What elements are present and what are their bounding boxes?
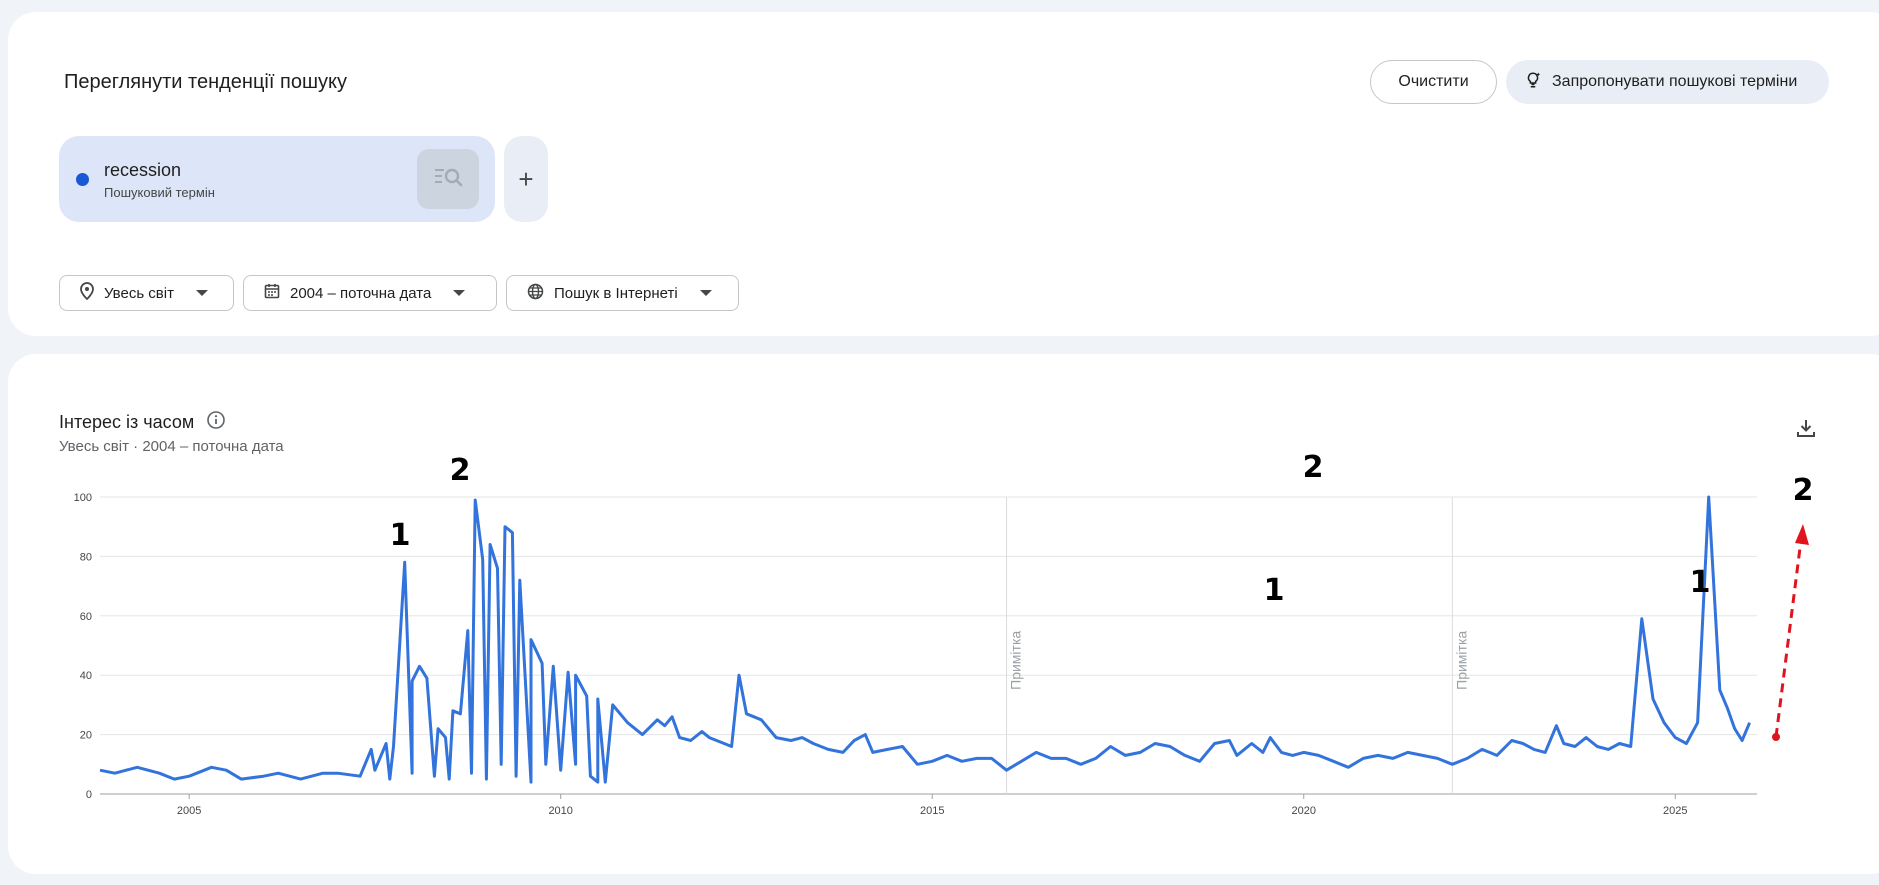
date-filter-label: 2004 – поточна дата: [290, 284, 432, 302]
page-title: Переглянути тенденції пошуку: [64, 71, 347, 93]
suggest-terms-button[interactable]: Запропонувати пошукові терміни: [1506, 60, 1829, 104]
term-name: recession: [104, 160, 182, 180]
x-tick-label: 2025: [1663, 805, 1687, 817]
note-label: Примітка: [1453, 631, 1469, 690]
annotation-label: 2: [1303, 450, 1324, 485]
y-tick-label: 80: [80, 551, 92, 563]
clear-button-label: Очистити: [1398, 73, 1469, 90]
globe-icon: [527, 283, 544, 304]
annotation-label: 1: [1690, 565, 1711, 600]
y-tick-label: 60: [80, 611, 92, 623]
series-line-recession: [99, 495, 1751, 784]
lightbulb-sparkle-icon: [1524, 71, 1542, 94]
region-filter-label: Увесь світ: [104, 284, 174, 302]
add-term-label: +: [518, 163, 534, 194]
calendar-icon: [264, 283, 280, 303]
annotation-arrow-line: [1774, 539, 1803, 738]
suggest-terms-label: Запропонувати пошукові терміни: [1552, 73, 1798, 90]
y-tick-label: 40: [80, 670, 92, 682]
location-pin-icon: [80, 282, 94, 304]
x-tick-label: 2010: [548, 805, 572, 817]
clear-button[interactable]: Очистити: [1370, 60, 1497, 104]
interest-over-time-chart: 0 20 40 60 80 100 2005 2010 2015 2020 2025 Примітка…: [74, 450, 1814, 817]
annotation-label: 1: [390, 518, 411, 553]
region-filter[interactable]: Увесь світ: [59, 275, 234, 311]
annotation-label: 1: [1264, 573, 1285, 608]
date-filter[interactable]: 2004 – поточна дата: [243, 275, 497, 311]
note-label: Примітка: [1008, 631, 1024, 690]
chevron-down-icon: [195, 290, 208, 296]
source-filter[interactable]: Пошук в Інтернеті: [506, 275, 739, 311]
term-color-dot: [76, 173, 89, 186]
annotation-arrow-head: [1795, 524, 1809, 545]
y-tick-label: 100: [74, 492, 92, 504]
annotation-label: 2: [450, 453, 471, 488]
x-tick-label: 2005: [177, 805, 201, 817]
chart-subtitle: Увесь світ · 2004 – поточна дата: [59, 438, 284, 455]
y-tick-label: 20: [80, 730, 92, 742]
x-tick-label: 2020: [1291, 805, 1315, 817]
annotation-arrow-dot: [1772, 733, 1780, 741]
y-tick-label: 0: [86, 789, 92, 801]
annotation-label: 2: [1793, 473, 1814, 508]
add-term-button[interactable]: +: [504, 136, 548, 222]
chevron-down-icon: [699, 290, 712, 296]
download-icon[interactable]: [1794, 416, 1818, 440]
chart-title-row: Інтерес із часом: [59, 410, 226, 435]
term-search-button[interactable]: [417, 149, 479, 209]
search-term-chip[interactable]: recession Пошуковий термін: [59, 136, 495, 222]
chart-card: [8, 354, 1879, 874]
source-filter-label: Пошук в Інтернеті: [554, 284, 678, 302]
info-icon[interactable]: [206, 410, 226, 435]
term-type: Пошуковий термін: [104, 185, 215, 200]
chevron-down-icon: [453, 290, 466, 296]
chart-title: Інтерес із часом: [59, 412, 195, 432]
list-search-icon: [433, 166, 463, 193]
x-tick-label: 2015: [920, 805, 944, 817]
